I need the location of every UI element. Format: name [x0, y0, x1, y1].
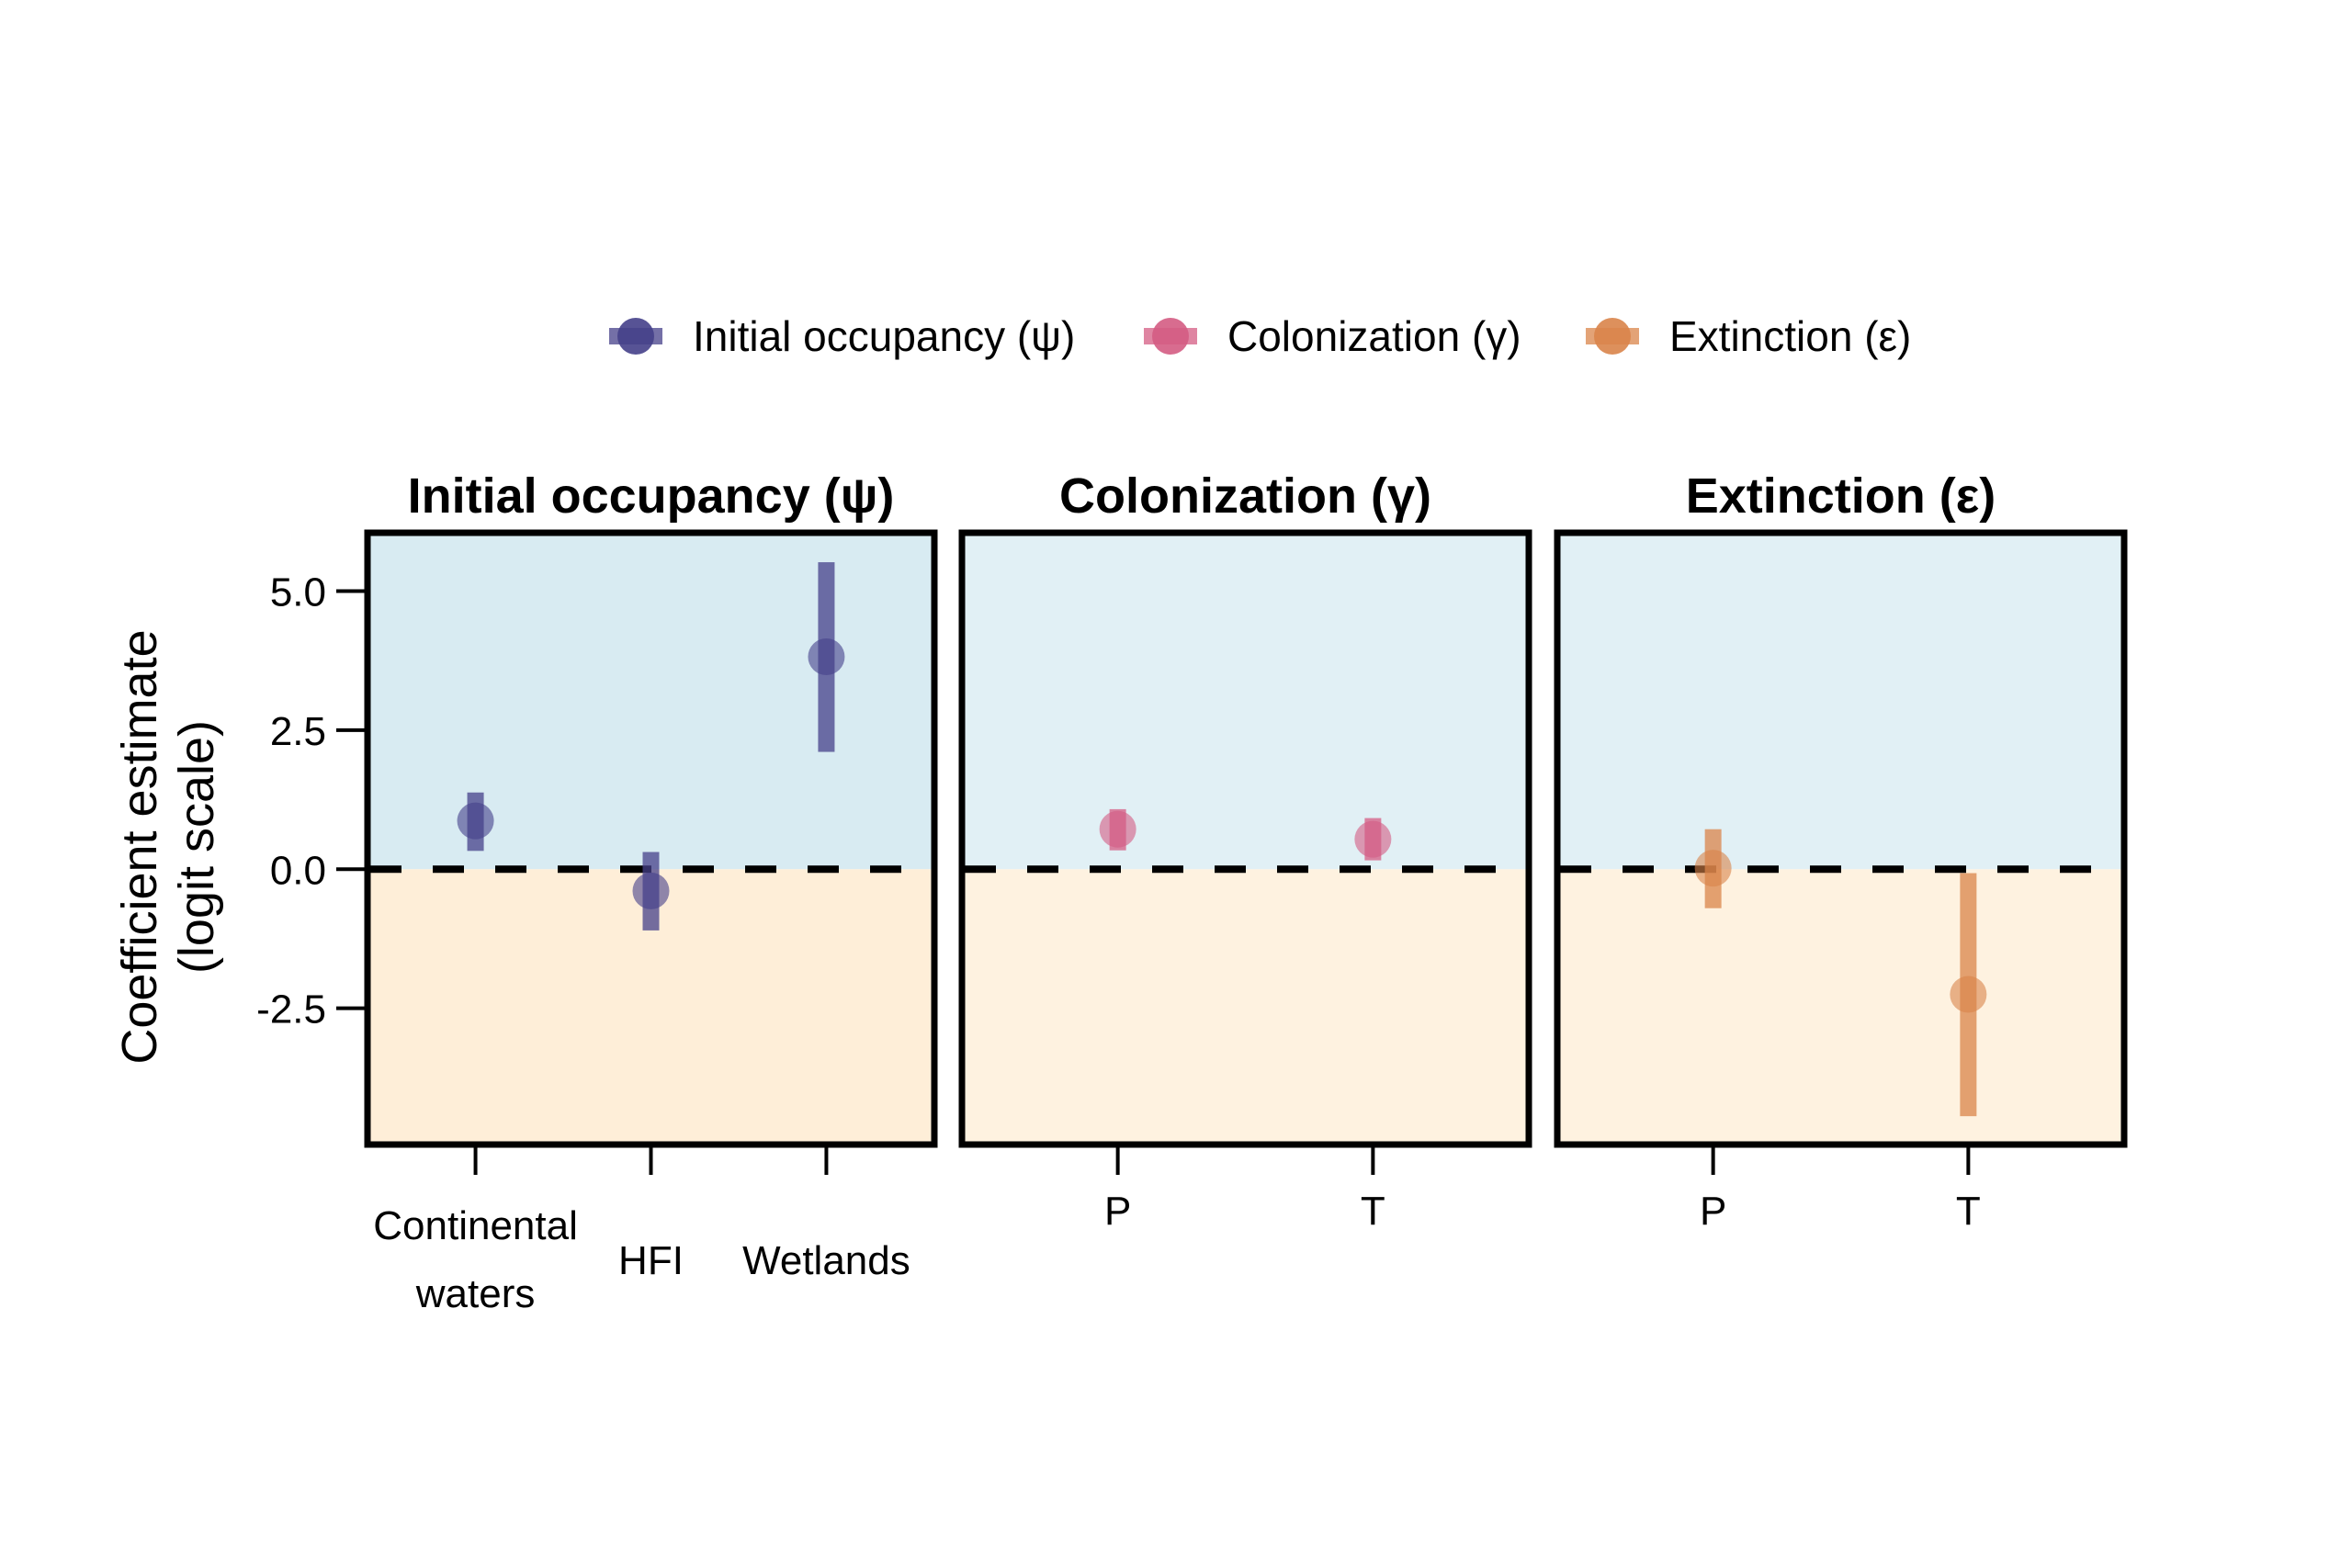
legend-item: Extinction (ε) [1586, 312, 1911, 360]
x-tick-label: T [1361, 1189, 1385, 1234]
estimate-point [1694, 850, 1732, 887]
panels: Continental waters HFI Wetlands Initial occu… [364, 468, 2128, 1316]
legend-label: Colonization (γ) [1227, 312, 1521, 360]
panel-frame [1554, 529, 2128, 1148]
y-axis-label: Coefficient estimate (logit scale) [112, 629, 224, 1064]
estimate-point [1099, 810, 1136, 848]
panel: P T Colonization (γ) [958, 468, 1532, 1234]
panel-title: Colonization (γ) [1059, 468, 1431, 524]
estimate-point [1354, 820, 1392, 858]
y-axis: 5.0 2.5 0.0 -2.5 [256, 570, 368, 1032]
x-tick-label: P [1104, 1189, 1131, 1234]
x-tick-label: Continental [373, 1203, 578, 1248]
legend-label: Extinction (ε) [1669, 312, 1911, 360]
y-tick-label: 5.0 [270, 570, 326, 615]
positive-region [1560, 536, 2121, 870]
panel-title: Extinction (ε) [1686, 468, 1996, 524]
estimate-point [1950, 976, 1987, 1013]
panel-frame [958, 529, 1532, 1148]
legend-label: Initial occupancy (ψ) [693, 312, 1075, 360]
y-axis-label-line-2: (logit scale) [169, 720, 224, 974]
x-tick-label: Wetlands [742, 1238, 910, 1283]
legend-item: Colonization (γ) [1144, 312, 1521, 360]
negative-region [1560, 869, 2121, 1142]
positive-region [965, 536, 1526, 870]
x-tick-label: HFI [618, 1238, 684, 1283]
y-axis-label-line-1: Coefficient estimate [112, 629, 167, 1064]
positive-region [370, 536, 932, 870]
legend-marker-icon [1152, 318, 1189, 355]
panel: P T Extinction (ε) [1554, 468, 2128, 1234]
legend-marker-icon [1594, 318, 1631, 355]
legend: Initial occupancy (ψ) Colonization (γ) Ext… [609, 312, 1911, 360]
legend-item: Initial occupancy (ψ) [609, 312, 1075, 360]
y-tick-label: 0.0 [270, 848, 326, 893]
estimate-point [457, 802, 494, 840]
x-tick-label: P [1700, 1189, 1726, 1234]
negative-region [965, 869, 1526, 1142]
panel: Continental waters HFI Wetlands Initial occu… [364, 468, 938, 1316]
y-tick-label: -2.5 [256, 987, 326, 1032]
panel-title: Initial occupancy (ψ) [408, 468, 895, 524]
x-tick-label: waters [415, 1271, 536, 1316]
panel-frame [364, 529, 938, 1148]
estimate-point [632, 872, 670, 909]
x-tick-label: T [1956, 1189, 1981, 1234]
estimate-point [808, 638, 845, 675]
y-tick-label: 2.5 [270, 709, 326, 754]
legend-marker-icon [617, 318, 654, 355]
